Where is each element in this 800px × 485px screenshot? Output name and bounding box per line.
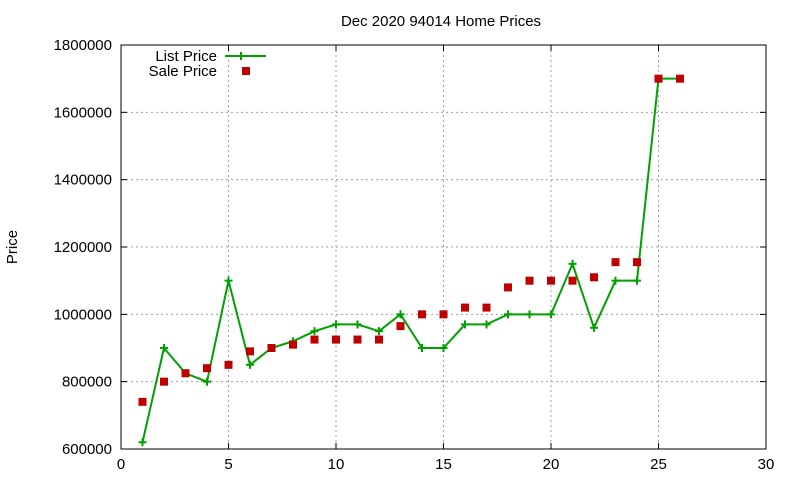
x-tick-label: 10 — [328, 456, 345, 473]
list-price-point — [590, 323, 598, 332]
list-price-point — [461, 320, 469, 329]
y-tick-label: 600000 — [62, 441, 112, 458]
sale-price-point — [654, 74, 663, 83]
sale-price-point — [224, 360, 233, 369]
list-price-point — [611, 276, 620, 285]
x-tick-label: 25 — [650, 456, 667, 473]
list-price-point — [224, 276, 233, 285]
list-price-point — [482, 320, 491, 329]
sale-price-point — [138, 397, 147, 406]
list-price-point — [439, 344, 448, 352]
x-tick-label: 20 — [543, 456, 560, 473]
y-tick-label: 800000 — [62, 374, 112, 391]
sale-price-point — [633, 258, 641, 267]
list-price-line — [141, 77, 680, 443]
chart-title: Dec 2020 94014 Home Prices — [341, 13, 541, 30]
sale-price-point — [375, 335, 383, 344]
list-price-point — [375, 327, 383, 336]
sale-price-point — [332, 335, 340, 344]
sale-price-point — [568, 276, 577, 285]
sale-price-point — [676, 74, 684, 83]
sale-price-point — [504, 283, 512, 292]
list-price-point — [396, 310, 405, 319]
list-price-point — [138, 438, 147, 447]
x-tick-label: 0 — [117, 456, 125, 473]
legend-label-list-price: List Price — [155, 48, 217, 65]
sale-price-point — [267, 344, 276, 352]
list-price-point — [203, 377, 211, 386]
sale-price-point — [396, 322, 405, 331]
list-price-point — [568, 259, 577, 268]
list-price-point — [525, 310, 534, 319]
list-price-point — [160, 344, 168, 352]
list-price-point — [633, 276, 641, 285]
list-price-point — [332, 320, 340, 329]
x-tick-label: 15 — [435, 456, 452, 473]
list-price-point — [504, 310, 512, 319]
x-tick-label: 5 — [224, 456, 232, 473]
sale-price-point — [418, 310, 426, 319]
sale-price-point — [181, 369, 190, 378]
y-axis-label: Price — [4, 230, 21, 264]
sale-price-point — [590, 273, 598, 282]
sale-price-point — [611, 258, 620, 267]
sale-price-point — [525, 276, 534, 285]
x-tick-label: 30 — [758, 456, 775, 473]
grid-layer — [121, 45, 766, 449]
sale-price-point — [461, 303, 469, 312]
sale-price-point — [246, 347, 254, 356]
legend: List Price Sale Price — [149, 48, 266, 80]
sale-price-point — [353, 335, 362, 344]
sale-price-point — [203, 364, 211, 373]
sale-price-point — [439, 310, 448, 319]
sale-price-point — [289, 340, 297, 349]
y-tick-label: 1400000 — [54, 172, 112, 189]
sale-price-point — [547, 276, 555, 285]
list-price-point — [418, 344, 426, 352]
y-tick-label: 1800000 — [54, 37, 112, 54]
list-price-point — [246, 360, 254, 369]
list-price-point — [353, 320, 362, 329]
legend-label-sale-price: Sale Price — [149, 63, 217, 80]
y-tick-label: 1600000 — [54, 104, 112, 121]
sale-price-point — [482, 303, 491, 312]
axis-layer: 0 5 10 15 20 25 30 600000 800000 1000000 1200000 14… — [54, 37, 775, 473]
y-tick-label: 1200000 — [54, 239, 112, 256]
legend-swatch-sale-price — [242, 67, 250, 75]
list-price-point — [547, 310, 555, 319]
y-tick-label: 1000000 — [54, 306, 112, 323]
list-price-point — [310, 327, 319, 336]
series-layer — [138, 74, 684, 447]
sale-price-point — [160, 377, 168, 386]
sale-price-point — [310, 335, 319, 344]
